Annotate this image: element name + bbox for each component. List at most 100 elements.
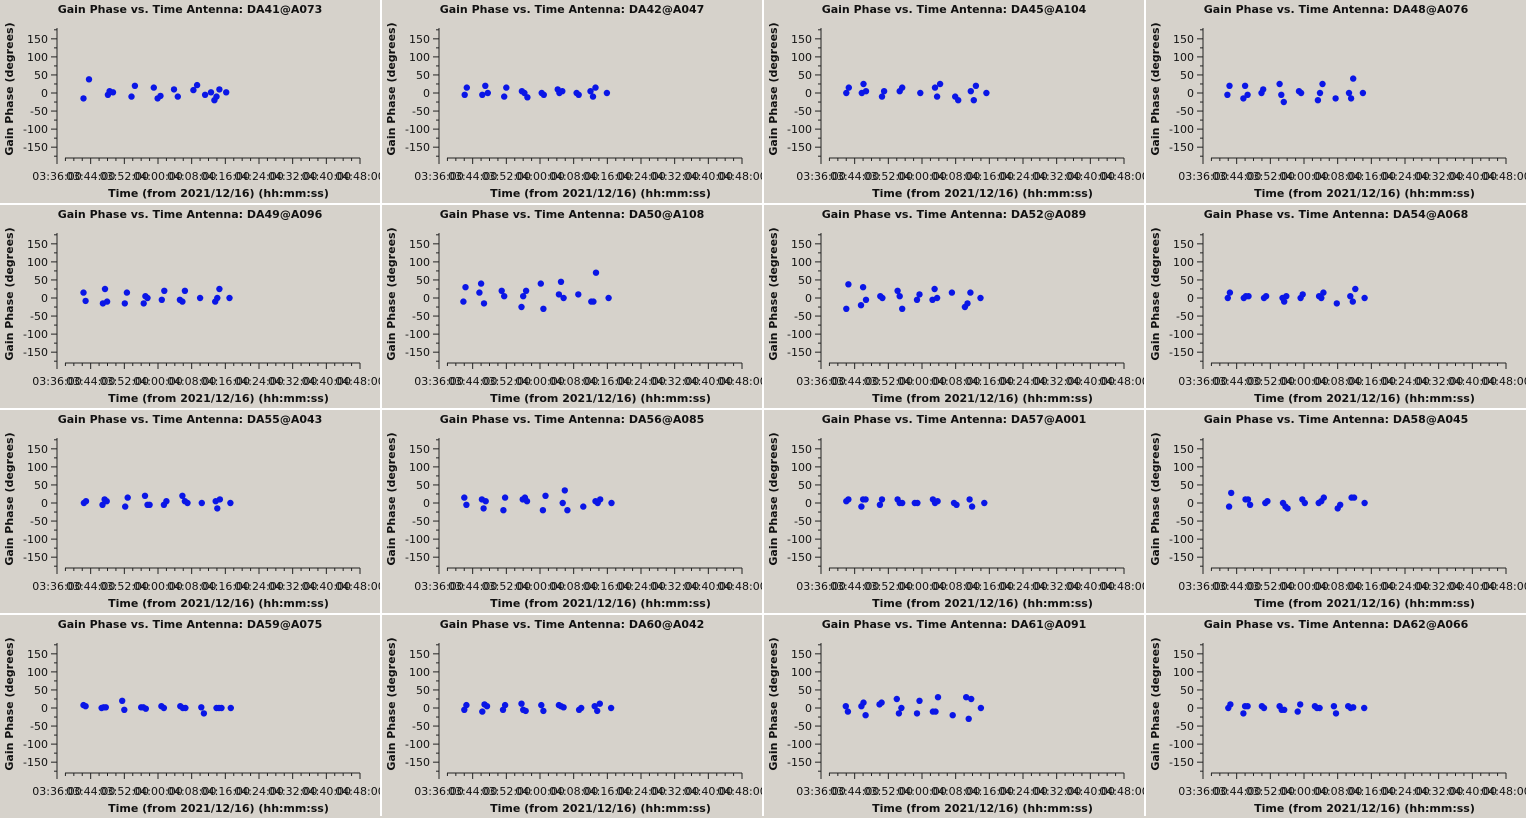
x-tick-label: 04:16:00 (1347, 785, 1396, 798)
y-tick-label: 0 (1187, 87, 1194, 100)
data-point (605, 294, 612, 302)
data-point (179, 492, 186, 499)
x-tick-label: 04:24:00 (234, 375, 283, 388)
data-point (1224, 91, 1231, 99)
x-axis-label: Time (from 2021/12/16) (hh:mm:ss) (490, 802, 711, 815)
x-tick-label: 04:32:00 (1414, 785, 1463, 798)
y-tick-label: 150 (1173, 443, 1194, 456)
data-point (1260, 86, 1267, 93)
x-tick-label: 04:24:00 (1380, 580, 1429, 593)
data-point (227, 499, 234, 507)
data-point (99, 501, 106, 508)
x-axis-label: Time (from 2021/12/16) (hh:mm:ss) (490, 392, 711, 405)
x-tick-label: 04:24:00 (234, 580, 283, 593)
data-point (1241, 82, 1249, 90)
scatter-chart: Gain Phase vs. Time Antenna: DA55@A043 15… (3, 413, 380, 610)
y-tick-label: 50 (1180, 69, 1194, 82)
x-tick-label: 03:52:00 (1246, 580, 1295, 593)
data-point (936, 80, 944, 88)
x-tick-label: 04:00:00 (1279, 785, 1328, 798)
x-axis-label: Time (from 2021/12/16) (hh:mm:ss) (1254, 802, 1475, 815)
x-tick-label: 03:44:00 (66, 785, 115, 798)
x-tick-label: 04:08:00 (549, 375, 598, 388)
x-tick-label: 04:32:00 (650, 375, 699, 388)
x-tick-label: 03:36:00 (796, 170, 845, 183)
y-tick-label: -100 (405, 123, 430, 136)
data-point (216, 285, 223, 293)
data-point (82, 498, 90, 505)
data-point (463, 501, 470, 508)
y-tick-label: -150 (787, 346, 812, 359)
data-point (1330, 703, 1338, 710)
x-tick-label: 03:36:00 (1178, 580, 1227, 593)
data-point (161, 287, 168, 294)
data-point (1350, 704, 1357, 711)
y-tick-label: -100 (1169, 533, 1194, 546)
chart-title: Gain Phase vs. Time Antenna: DA48@A076 (1204, 3, 1469, 16)
data-point (85, 76, 93, 83)
x-axis-label: Time (from 2021/12/16) (hh:mm:ss) (108, 802, 329, 815)
x-tick-label: 04:08:00 (549, 785, 598, 798)
x-tick-label: 04:16:00 (201, 170, 250, 183)
y-tick-label: -100 (1169, 738, 1194, 751)
x-axis-label: Time (from 2021/12/16) (hh:mm:ss) (872, 802, 1093, 815)
data-point (862, 496, 869, 503)
scatter-chart: Gain Phase vs. Time Antenna: DA56@A085 15… (385, 413, 762, 610)
y-tick-label: -50 (412, 515, 430, 528)
x-tick-label: 04:24:00 (616, 785, 665, 798)
data-point (858, 503, 865, 510)
x-tick-label: 03:44:00 (1212, 785, 1261, 798)
data-point (564, 507, 571, 514)
y-tick-label: -150 (1169, 756, 1194, 769)
data-point (1281, 298, 1288, 305)
data-point (158, 296, 165, 303)
data-point (501, 494, 509, 501)
row-divider (0, 613, 1526, 615)
y-axis-label: Gain Phase (degrees) (767, 637, 780, 770)
x-tick-label: 03:52:00 (100, 785, 149, 798)
x-tick-label: 04:32:00 (650, 580, 699, 593)
data-point (955, 97, 962, 104)
x-tick-label: 04:16:00 (965, 375, 1014, 388)
chart-panel: Gain Phase vs. Time Antenna: DA60@A042 15… (382, 615, 762, 818)
data-point (1278, 91, 1285, 99)
x-tick-label: 04:48:00 (1099, 785, 1144, 798)
y-tick-label: 150 (1173, 33, 1194, 46)
y-tick-label: 0 (805, 497, 812, 510)
x-tick-label: 04:16:00 (201, 785, 250, 798)
chart-panel: Gain Phase vs. Time Antenna: DA56@A085 15… (382, 410, 762, 613)
data-point (1320, 494, 1327, 501)
x-tick-label: 04:40:00 (1448, 580, 1497, 593)
x-tick-label: 04:00:00 (133, 170, 182, 183)
data-point (184, 499, 191, 507)
chart-panel: Gain Phase vs. Time Antenna: DA49@A096 15… (0, 205, 380, 408)
y-axis-label: Gain Phase (degrees) (767, 227, 780, 360)
x-tick-label: 03:36:00 (32, 580, 81, 593)
data-point (461, 91, 468, 99)
data-point (503, 84, 510, 91)
data-point (1225, 503, 1233, 510)
x-tick-label: 04:48:00 (1099, 580, 1144, 593)
y-tick-label: -50 (30, 720, 48, 733)
x-tick-label: 04:48:00 (335, 785, 380, 798)
x-tick-label: 04:48:00 (717, 580, 762, 593)
data-point (540, 305, 547, 312)
data-point (862, 88, 870, 95)
data-point (894, 287, 901, 294)
y-tick-label: -100 (405, 533, 430, 546)
data-point (561, 487, 568, 494)
data-point (460, 298, 467, 305)
x-tick-label: 03:36:00 (414, 785, 463, 798)
data-point (1337, 501, 1344, 508)
x-tick-label: 04:48:00 (1481, 170, 1526, 183)
y-tick-label: 50 (798, 684, 812, 697)
data-point (1316, 704, 1323, 712)
chart-title: Gain Phase vs. Time Antenna: DA42@A047 (440, 3, 705, 16)
data-point (121, 706, 128, 713)
y-tick-label: 0 (41, 87, 48, 100)
y-tick-label: -50 (1176, 720, 1194, 733)
y-tick-label: 150 (27, 443, 48, 456)
y-tick-label: 50 (798, 274, 812, 287)
data-point (174, 93, 181, 100)
data-point (501, 701, 509, 709)
